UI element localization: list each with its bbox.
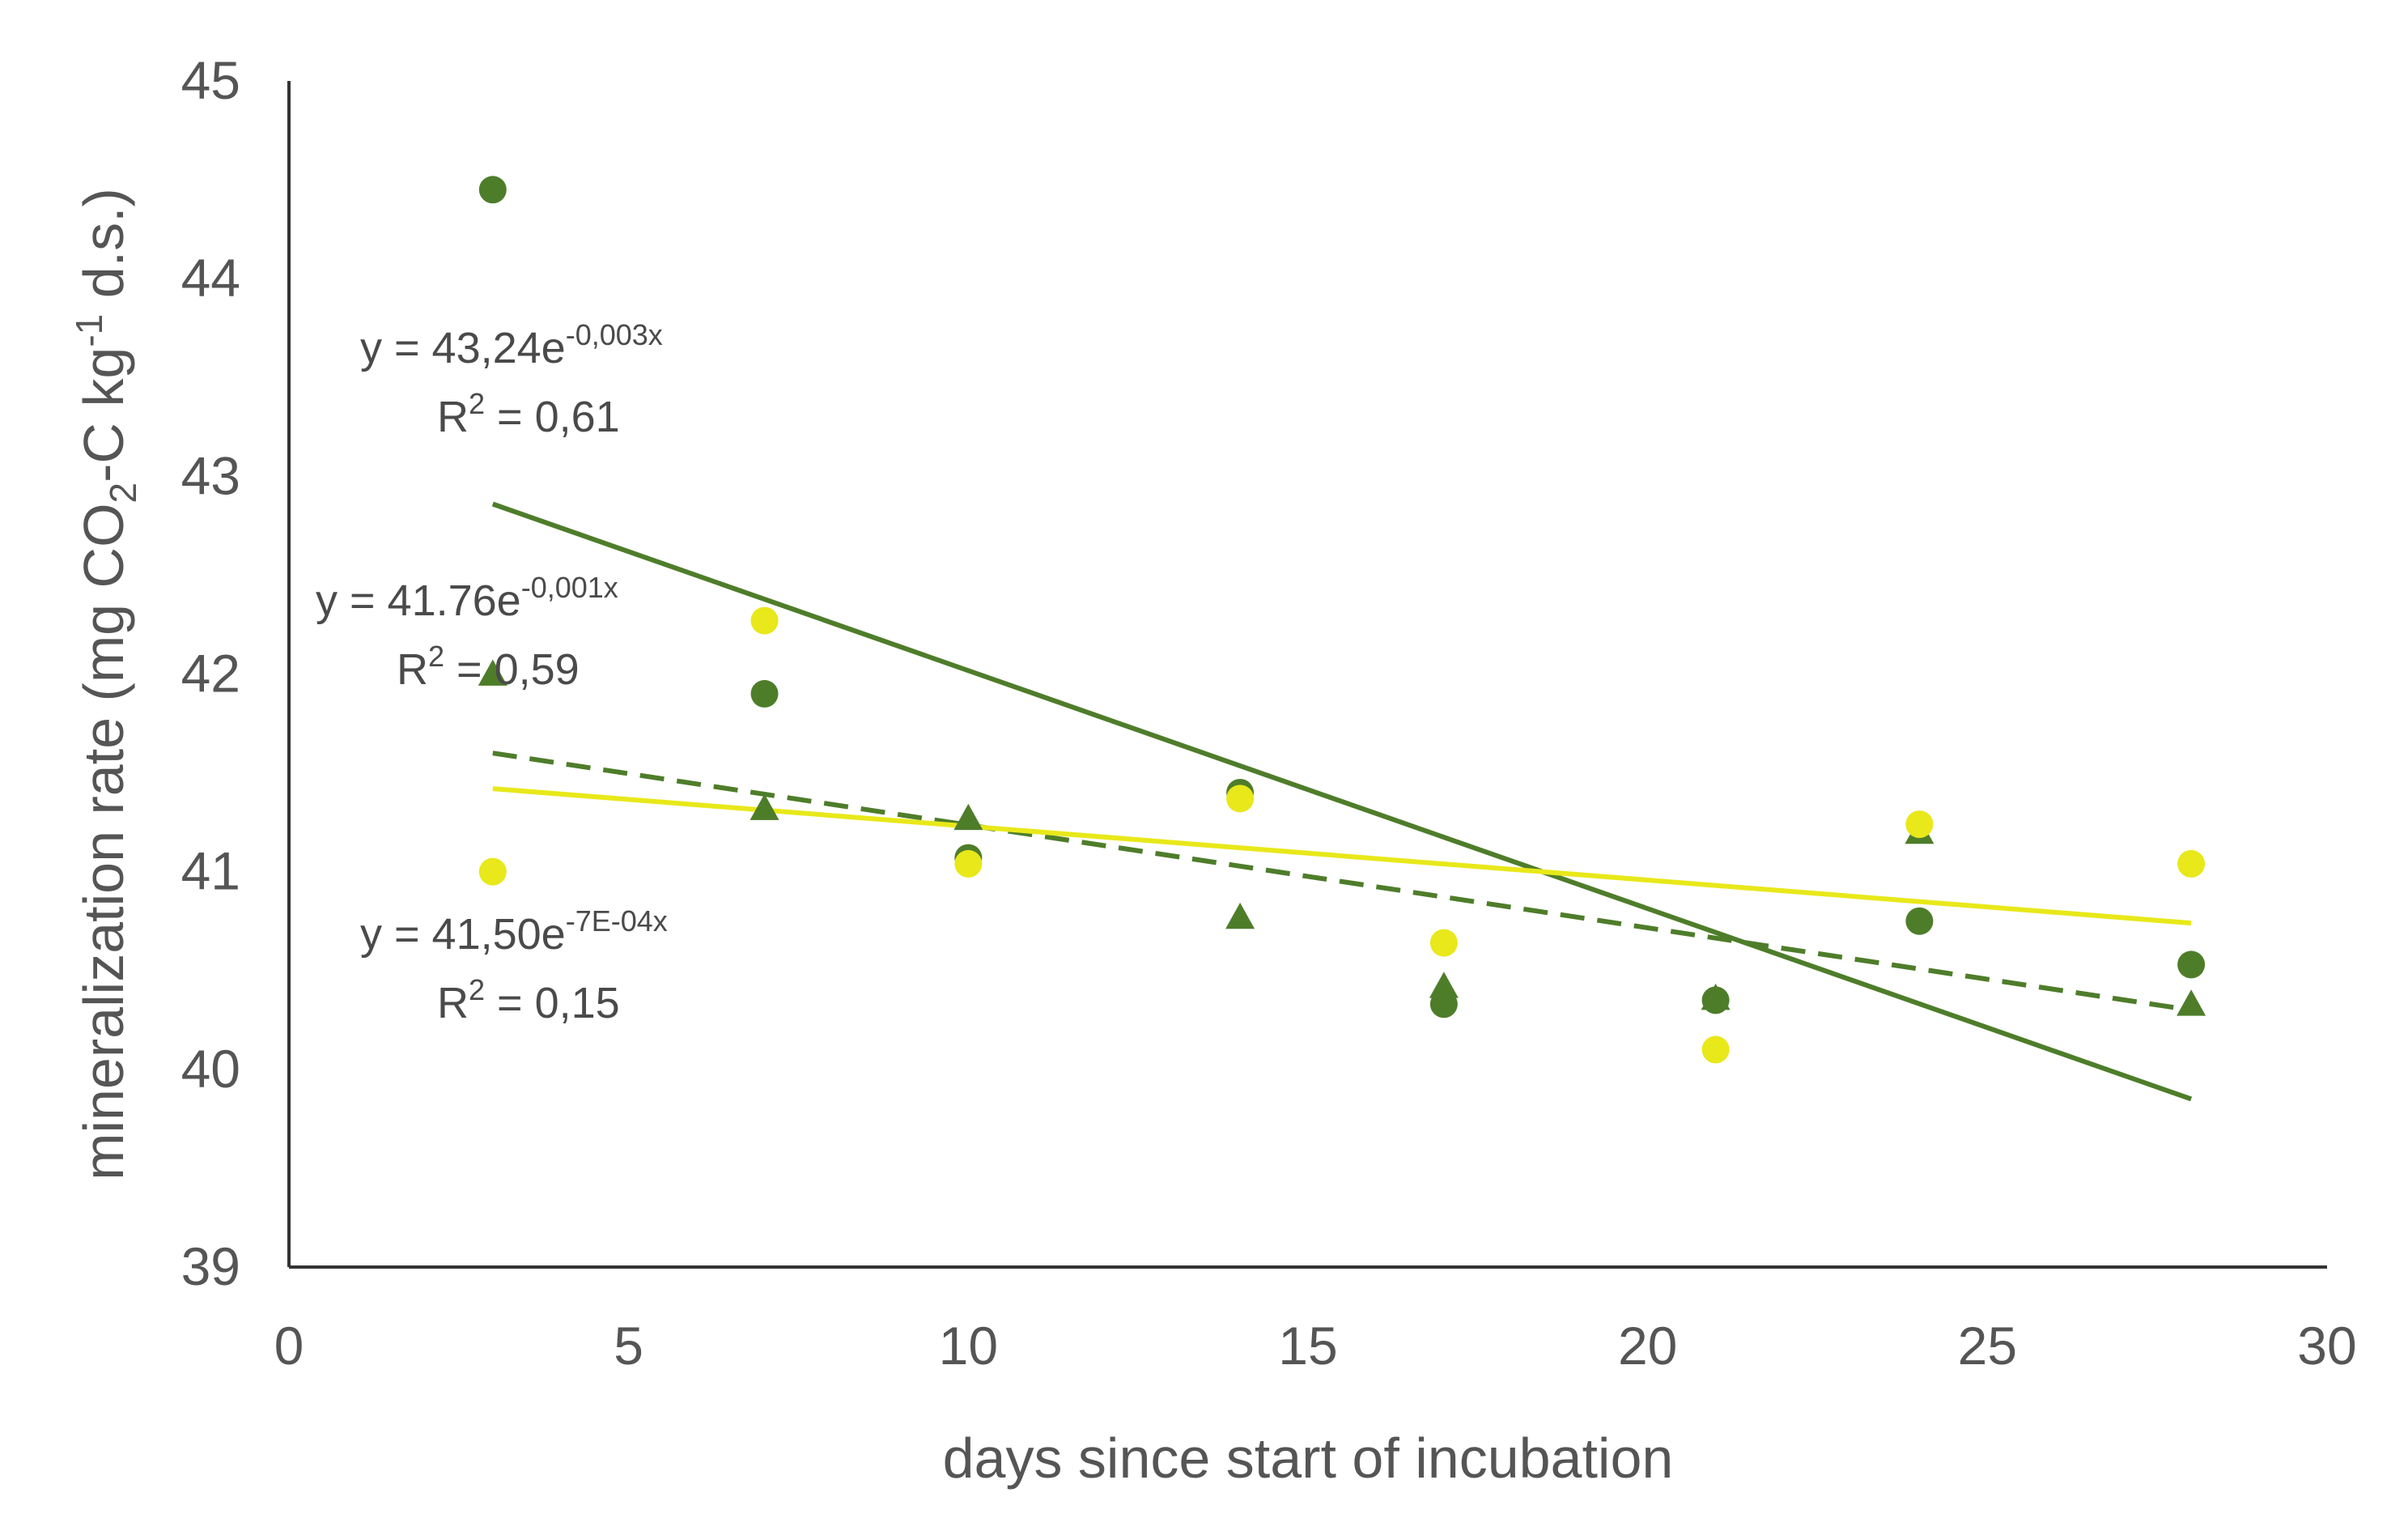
- x-tick-label: 10: [939, 1316, 998, 1376]
- trendline: [492, 751, 2192, 1013]
- data-point-circle: [2177, 849, 2206, 878]
- data-point-triangle: [478, 659, 508, 686]
- r-squared-3: R2 = 0,15: [437, 973, 620, 1027]
- data-point-circle: [2177, 950, 2206, 979]
- trendlines: [491, 501, 2193, 1102]
- equation-3: y = 41,50e-7E-04x: [360, 904, 668, 959]
- data-point-triangle: [750, 793, 779, 820]
- equation-2: y = 41.76e-0,001x: [316, 571, 618, 625]
- data-point-triangle: [953, 803, 983, 831]
- data-point-circle: [478, 857, 507, 886]
- y-tick-label: 45: [181, 50, 240, 110]
- trendline: [491, 501, 2193, 1102]
- y-tick-label: 40: [181, 1039, 240, 1099]
- y-tick-label: 39: [181, 1236, 240, 1296]
- data-point-triangle: [2177, 989, 2206, 1016]
- x-tick-label: 30: [2297, 1316, 2356, 1376]
- data-point-triangle: [1225, 902, 1255, 929]
- data-points: [478, 176, 2206, 1064]
- x-tick-label: 0: [274, 1316, 304, 1376]
- x-tick-label: 25: [1958, 1316, 2017, 1376]
- data-point-triangle: [1701, 983, 1731, 1010]
- equation-1: y = 43,24e-0,003x: [360, 318, 663, 372]
- data-point-circle: [1429, 929, 1458, 957]
- data-point-circle: [750, 679, 779, 708]
- data-point-circle: [750, 606, 779, 635]
- x-tick-label: 5: [614, 1316, 643, 1376]
- y-tick-labels: 39 40 41 42 43 44 45: [181, 50, 240, 1296]
- x-axis-title: days since start of incubation: [943, 1427, 1674, 1490]
- data-point-circle: [1905, 907, 1934, 935]
- trendline-equations: y = 43,24e-0,003x R2 = 0,61 y = 41.76e-0…: [316, 318, 668, 1027]
- y-tick-label: 41: [181, 841, 240, 901]
- y-tick-label: 44: [181, 248, 240, 308]
- data-point-circle: [478, 176, 507, 204]
- data-point-circle: [1226, 785, 1255, 813]
- r-squared-2: R2 = 0,59: [397, 640, 580, 694]
- r-squared-1: R2 = 0,61: [437, 387, 620, 441]
- x-tick-label: 20: [1618, 1316, 1677, 1376]
- y-tick-label: 43: [181, 445, 240, 505]
- x-tick-labels: 0 5 10 15 20 25 30: [274, 1316, 2357, 1376]
- data-point-circle: [1905, 810, 1934, 839]
- y-axis-title: mineralization rate (mg CO2-C kg-1 d.s.): [68, 188, 144, 1180]
- trendline: [492, 786, 2192, 926]
- data-point-circle: [954, 849, 983, 878]
- x-tick-label: 15: [1278, 1316, 1337, 1376]
- y-tick-label: 42: [181, 644, 240, 704]
- data-point-circle: [1701, 1036, 1730, 1064]
- data-point-triangle: [1429, 972, 1459, 998]
